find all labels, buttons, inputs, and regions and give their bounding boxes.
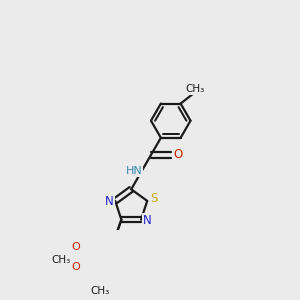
Text: O: O <box>173 148 182 161</box>
Text: O: O <box>72 242 81 252</box>
Text: CH₃: CH₃ <box>90 286 110 296</box>
Text: HN: HN <box>126 166 142 176</box>
Text: O: O <box>72 262 81 272</box>
Text: N: N <box>143 214 152 227</box>
Text: N: N <box>105 195 114 208</box>
Text: S: S <box>150 192 157 206</box>
Text: CH₃: CH₃ <box>186 84 205 94</box>
Text: CH₃: CH₃ <box>51 255 70 265</box>
